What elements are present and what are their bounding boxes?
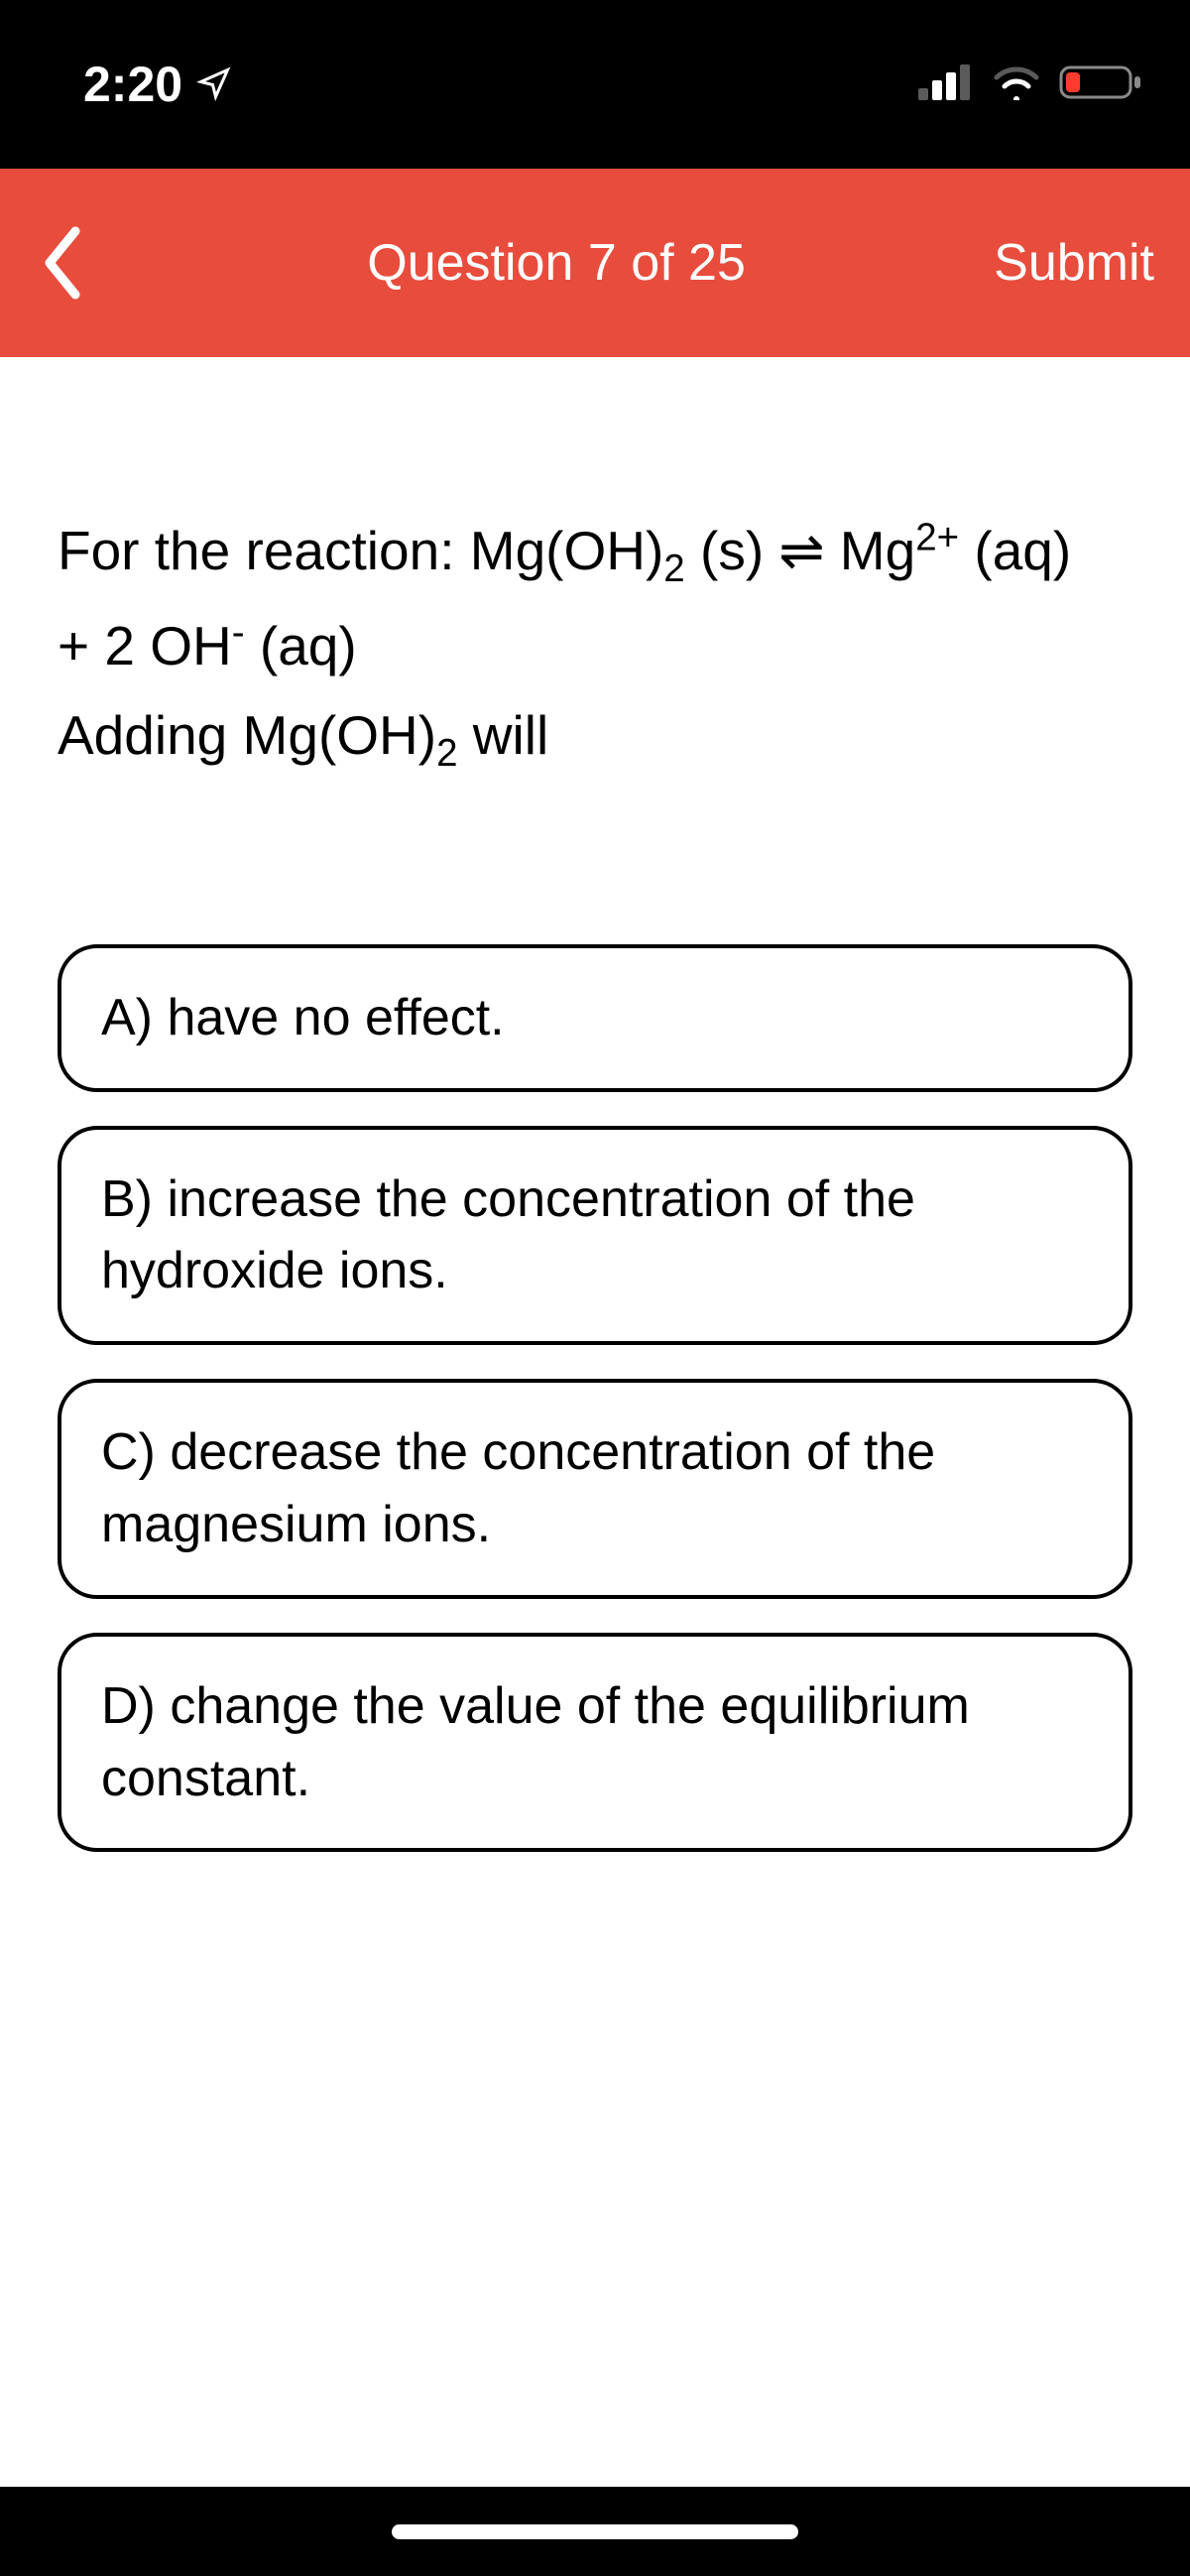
option-c[interactable]: C) decrease the concentration of the mag… [58,1379,1132,1599]
status-time: 2:20 [83,56,182,113]
status-left: 2:20 [83,56,232,113]
location-arrow-icon [196,56,232,113]
nav-title: Question 7 of 25 [367,233,746,293]
submit-button[interactable]: Submit [994,233,1154,293]
question-text: For the reaction: Mg(OH)2 (s) ⇌ Mg2+ (aq… [58,506,1132,786]
option-b[interactable]: B) increase the concentration of the hyd… [58,1126,1132,1346]
home-indicator-area [0,2487,1190,2576]
option-a[interactable]: A) have no effect. [58,944,1132,1092]
chevron-left-icon [40,223,83,303]
status-bar: 2:20 [0,0,1190,169]
status-right [918,63,1142,106]
option-d[interactable]: D) change the value of the equilibrium c… [58,1633,1132,1853]
back-button[interactable] [40,223,119,303]
home-indicator[interactable] [392,2524,798,2539]
wifi-icon [992,64,1041,105]
question-line-3: Adding Mg(OH)2 will [58,690,1132,786]
nav-bar: Question 7 of 25 Submit [0,169,1190,357]
options-list: A) have no effect. B) increase the conce… [58,944,1132,1853]
question-line-1: For the reaction: Mg(OH)2 (s) ⇌ Mg2+ (aq… [58,506,1132,601]
question-line-2: + 2 OH- (aq) [58,601,1132,691]
battery-low-icon [1059,63,1142,106]
signal-icon [918,64,974,105]
content-area: For the reaction: Mg(OH)2 (s) ⇌ Mg2+ (aq… [0,357,1190,1852]
